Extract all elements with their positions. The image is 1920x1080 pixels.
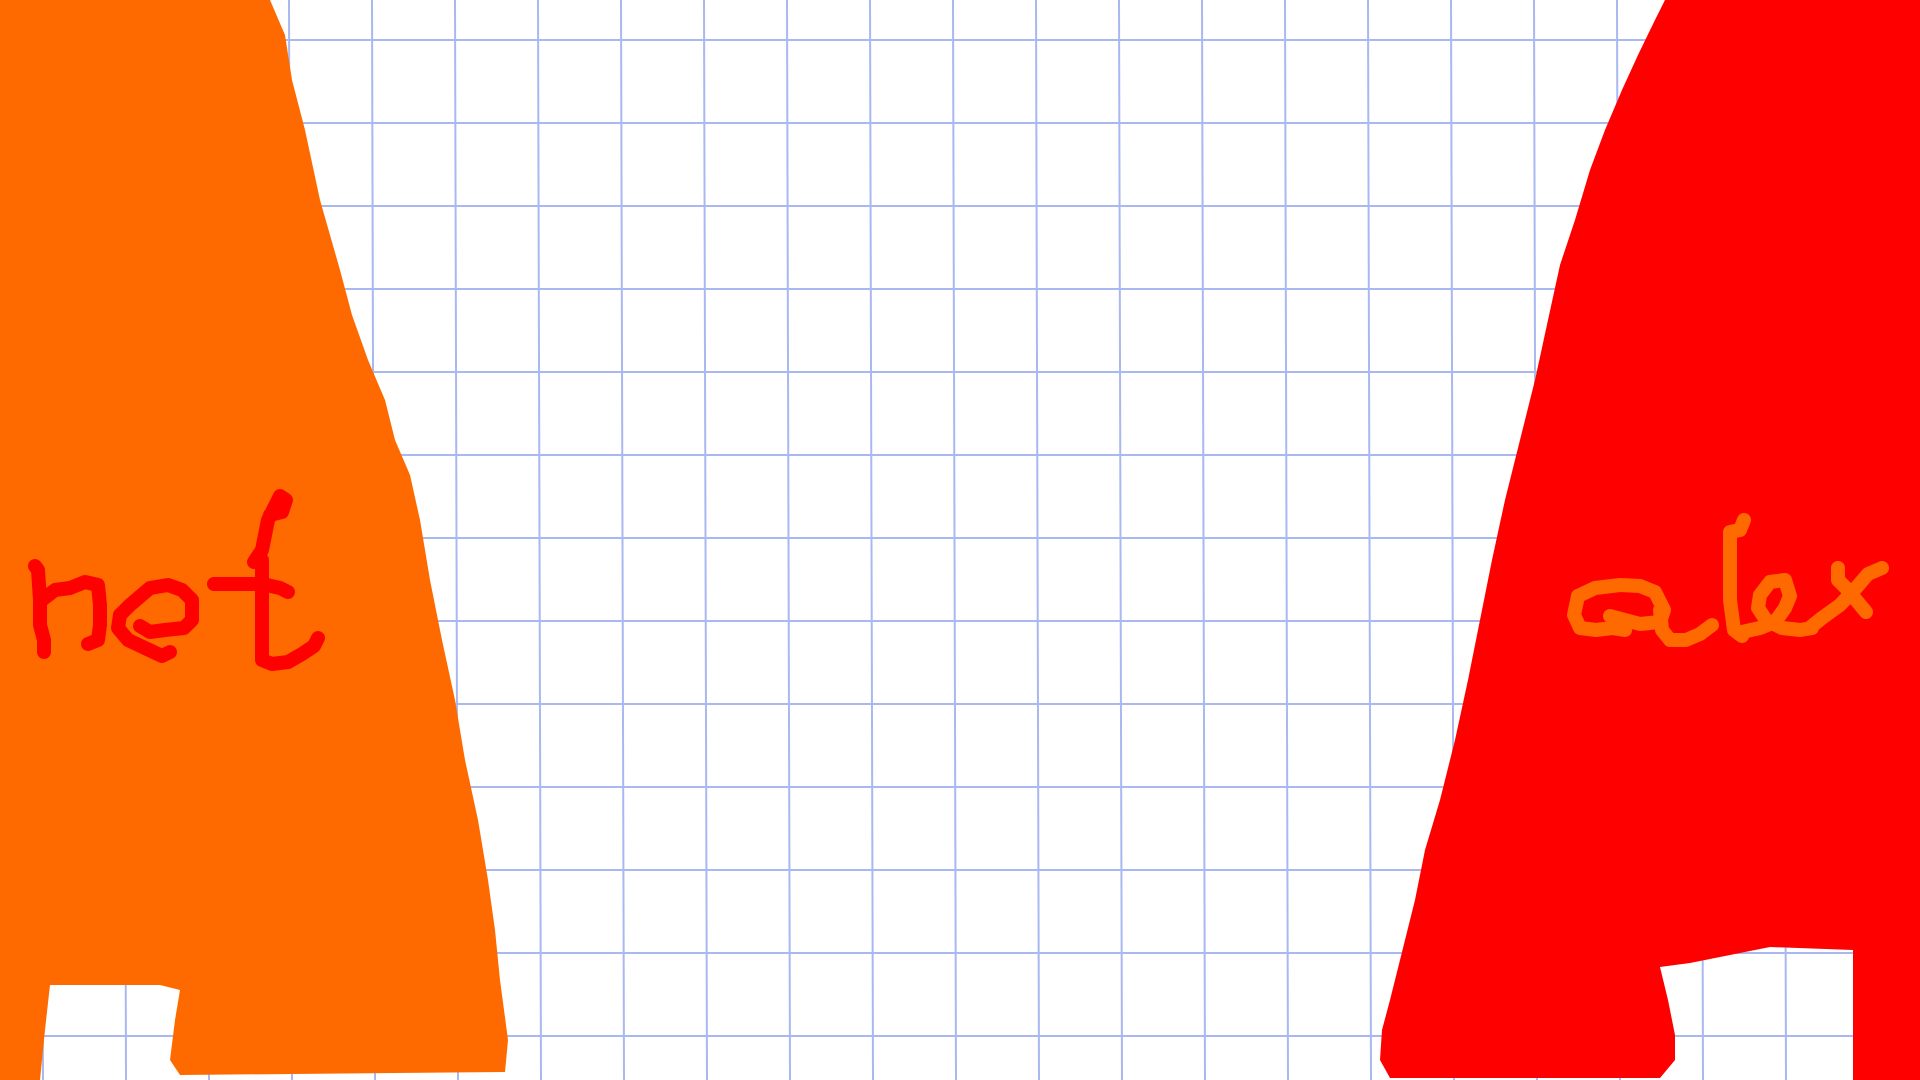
grid-line-vertical (703, 0, 708, 1080)
grid-line-vertical (537, 0, 542, 1080)
grid-line-vertical (620, 0, 625, 1080)
grid-line-vertical (869, 0, 874, 1080)
grid-line-vertical (1118, 0, 1123, 1080)
grid-line-vertical (786, 0, 791, 1080)
handwritten-label-right (1567, 513, 1889, 647)
grid-line-vertical (1284, 0, 1289, 1080)
grid-line-vertical (1367, 0, 1372, 1080)
grid-line-vertical (1201, 0, 1206, 1080)
orange-shape-left (0, 0, 508, 1080)
grid-line-vertical (1035, 0, 1040, 1080)
handwritten-label-left (28, 489, 325, 671)
red-shape-right (1380, 0, 1920, 1080)
grid-line-vertical (952, 0, 957, 1080)
